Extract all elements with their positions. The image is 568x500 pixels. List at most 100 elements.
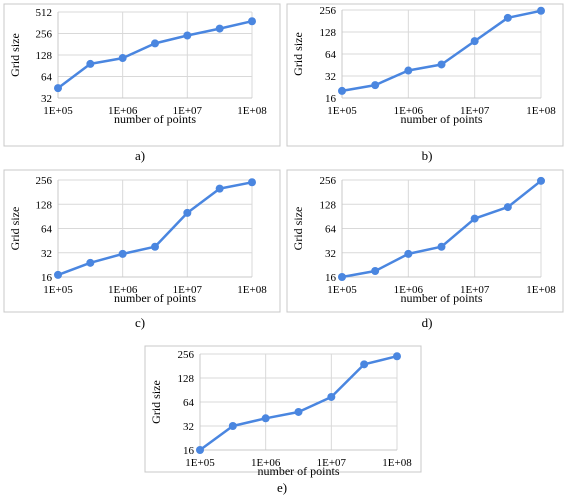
data-point xyxy=(437,60,446,69)
y-tick-label: 32 xyxy=(41,93,52,105)
x-tick-label: 1E+07 xyxy=(173,284,203,296)
y-tick-label: 32 xyxy=(183,421,194,433)
x-axis-label: number of points xyxy=(401,112,483,126)
x-axis-label: number of points xyxy=(258,464,340,478)
x-tick-label: 1E+05 xyxy=(327,105,357,117)
x-tick-label: 1E+07 xyxy=(173,105,203,117)
panel-label: e) xyxy=(277,480,287,495)
chart-panel-3: 16 32 64 128 256 1E+05 1E+06 1E+07 1E+08 number o… xyxy=(3,169,281,330)
y-tick-label: 256 xyxy=(320,5,337,17)
data-point xyxy=(54,84,62,93)
data-point xyxy=(404,66,413,75)
chart-panel-4: 16 32 64 128 256 1E+05 1E+06 1E+07 1E+08 number o… xyxy=(286,169,564,330)
data-point xyxy=(248,178,256,187)
y-tick-label: 128 xyxy=(36,199,53,211)
y-axis-label: Grid size xyxy=(8,207,22,251)
x-tick-label: 1E+07 xyxy=(460,105,490,117)
y-tick-label: 64 xyxy=(41,72,53,84)
x-tick-label: 1E+06 xyxy=(108,105,138,117)
x-tick-label: 1E+05 xyxy=(185,457,215,469)
data-point xyxy=(118,249,127,258)
data-point xyxy=(215,184,224,193)
x-tick-label: 1E+08 xyxy=(237,284,267,296)
data-point xyxy=(54,270,62,279)
y-tick-label: 256 xyxy=(36,29,53,41)
panel-frame xyxy=(144,345,422,473)
y-tick-label: 128 xyxy=(178,373,195,385)
data-point xyxy=(360,360,369,369)
y-tick-label: 16 xyxy=(325,272,337,284)
y-tick-label: 64 xyxy=(183,397,195,409)
x-tick-label: 1E+08 xyxy=(382,457,412,469)
data-point xyxy=(261,414,270,423)
data-point xyxy=(118,54,127,63)
x-tick-label: 1E+05 xyxy=(43,284,73,296)
y-tick-label: 16 xyxy=(325,93,337,105)
data-point xyxy=(183,31,192,40)
panel-frame xyxy=(286,169,564,313)
y-tick-label: 32 xyxy=(41,248,52,260)
y-axis-label: Grid size xyxy=(291,32,305,76)
x-tick-label: 1E+06 xyxy=(394,284,424,296)
y-tick-label: 64 xyxy=(41,224,53,236)
x-tick-label: 1E+07 xyxy=(317,457,347,469)
x-tick-label: 1E+06 xyxy=(394,105,424,117)
y-tick-label: 16 xyxy=(41,272,53,284)
y-tick-label: 512 xyxy=(36,7,53,19)
data-point xyxy=(371,81,380,90)
y-tick-label: 16 xyxy=(183,445,195,457)
y-tick-label: 64 xyxy=(325,224,337,236)
y-tick-label: 32 xyxy=(325,71,336,83)
data-point xyxy=(196,446,204,454)
panel-label: c) xyxy=(135,315,145,330)
data-point xyxy=(86,59,95,68)
y-tick-label: 64 xyxy=(325,49,337,61)
y-tick-label: 128 xyxy=(36,50,53,62)
x-tick-label: 1E+08 xyxy=(237,105,267,117)
chart-panel-2: 16 32 64 128 256 1E+05 1E+06 1E+07 1E+08 number o… xyxy=(286,3,564,163)
x-tick-label: 1E+07 xyxy=(460,284,490,296)
y-tick-label: 256 xyxy=(320,175,337,187)
chart-panel-1: 32 64 128 256 512 1E+05 1E+06 1E+07 1E+08 number … xyxy=(3,3,281,163)
data-point xyxy=(228,422,237,430)
data-point xyxy=(503,13,512,22)
x-tick-label: 1E+06 xyxy=(251,457,281,469)
data-point xyxy=(470,37,479,46)
y-axis-label: Grid size xyxy=(291,207,305,251)
panel-frame xyxy=(286,3,564,147)
data-point xyxy=(537,6,545,15)
panel-label: d) xyxy=(422,315,433,330)
data-point xyxy=(151,39,159,48)
x-tick-label: 1E+08 xyxy=(526,105,556,117)
data-point xyxy=(215,24,224,33)
chart-panel-5: 16 32 64 128 256 1E+05 1E+06 1E+07 1E+08 number o… xyxy=(144,345,422,495)
data-point xyxy=(437,242,446,251)
panel-label: a) xyxy=(135,148,145,163)
y-tick-label: 128 xyxy=(320,199,337,211)
data-point xyxy=(248,17,256,26)
y-tick-label: 32 xyxy=(325,248,336,260)
data-point xyxy=(327,392,336,401)
x-axis-label: number of points xyxy=(114,291,196,305)
x-axis-label: number of points xyxy=(114,112,196,126)
data-point xyxy=(503,203,512,212)
y-axis-label: Grid size xyxy=(8,33,22,77)
data-point xyxy=(294,407,303,416)
data-point xyxy=(183,208,192,217)
data-point xyxy=(151,242,159,251)
x-tick-label: 1E+08 xyxy=(526,284,556,296)
data-point xyxy=(470,214,479,223)
panel-frame xyxy=(3,3,281,147)
y-tick-label: 128 xyxy=(320,27,337,39)
data-point xyxy=(338,86,346,95)
data-point xyxy=(393,352,401,361)
x-tick-label: 1E+05 xyxy=(327,284,357,296)
data-point xyxy=(371,266,380,275)
data-point xyxy=(404,249,413,258)
y-axis-label: Grid size xyxy=(149,380,163,424)
panel-frame xyxy=(3,169,281,313)
x-tick-label: 1E+06 xyxy=(108,284,138,296)
x-axis-label: number of points xyxy=(401,291,483,305)
data-point xyxy=(338,273,346,281)
